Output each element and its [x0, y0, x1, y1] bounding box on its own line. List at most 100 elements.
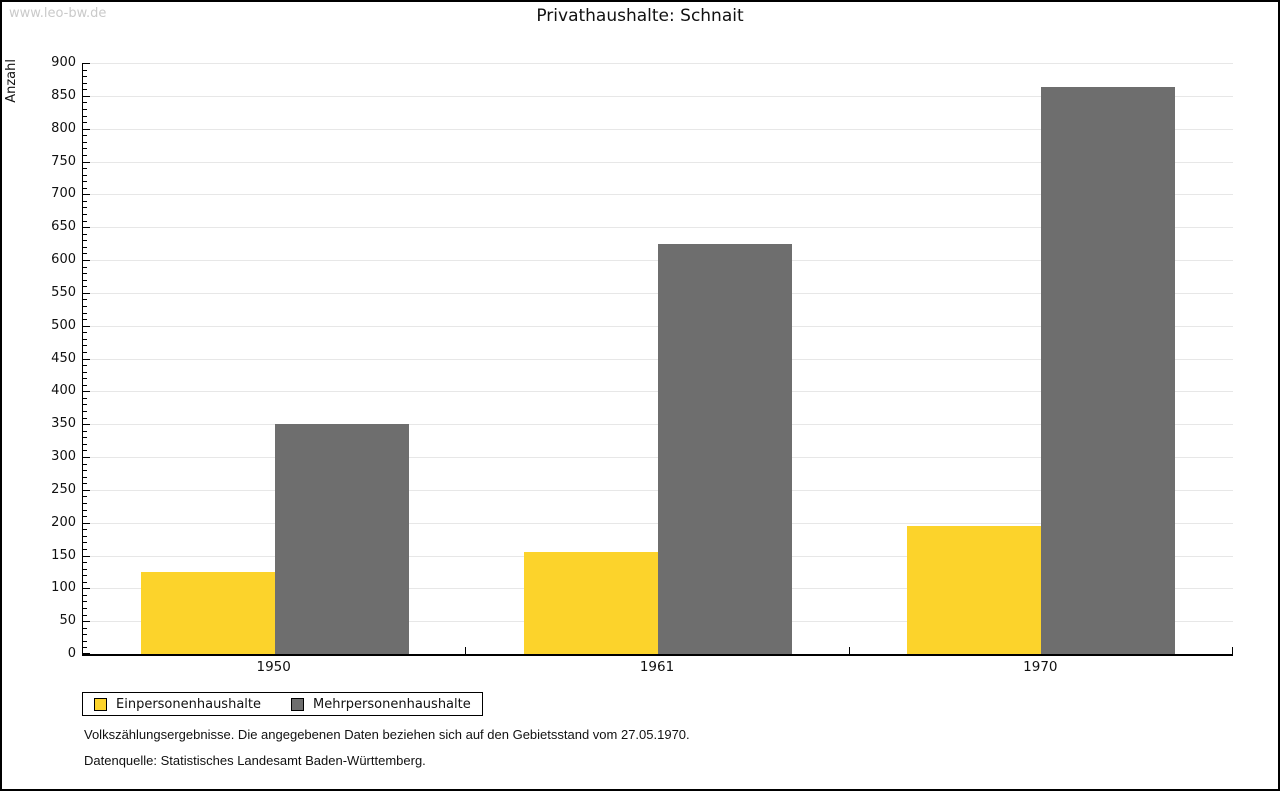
- y-major-tick: [83, 391, 90, 393]
- y-minor-tick: [83, 89, 87, 91]
- y-major-tick: [83, 292, 90, 294]
- y-minor-tick: [83, 246, 87, 248]
- y-minor-tick: [83, 548, 87, 550]
- y-tick-label-200: 200: [51, 514, 76, 530]
- y-minor-tick: [83, 207, 87, 209]
- gridline-800: [83, 128, 1233, 130]
- y-tick-label-350: 350: [51, 416, 76, 432]
- y-minor-tick: [83, 542, 87, 544]
- y-minor-tick: [83, 384, 87, 386]
- y-minor-tick: [83, 562, 87, 564]
- y-minor-tick: [83, 443, 87, 445]
- y-minor-tick: [83, 168, 87, 170]
- gridline-850: [83, 95, 1233, 97]
- y-minor-tick: [83, 608, 87, 610]
- y-minor-tick: [83, 319, 87, 321]
- y-tick-label-650: 650: [51, 219, 76, 235]
- y-minor-tick: [83, 430, 87, 432]
- chart-title: Privathaushalte: Schnait: [536, 6, 744, 26]
- y-major-tick: [83, 161, 90, 163]
- y-minor-tick: [83, 496, 87, 498]
- y-minor-tick: [83, 463, 87, 465]
- y-minor-tick: [83, 502, 87, 504]
- y-minor-tick: [83, 575, 87, 577]
- legend: Einpersonenhaushalte Mehrpersonenhaushal…: [82, 692, 483, 716]
- gridline-700: [83, 194, 1233, 196]
- y-minor-tick: [83, 266, 87, 268]
- y-minor-tick: [83, 174, 87, 176]
- y-minor-tick: [83, 135, 87, 137]
- bar-1970-mehrpersonen: [1041, 87, 1176, 654]
- x-tick-label-1970: 1970: [1023, 659, 1058, 675]
- legend-label-einpersonenhaushalte: Einpersonenhaushalte: [116, 696, 261, 712]
- legend-item-mehrpersonenhaushalte: Mehrpersonenhaushalte: [291, 697, 471, 712]
- y-tick-label-450: 450: [51, 350, 76, 366]
- y-major-tick: [83, 489, 90, 491]
- y-minor-tick: [83, 614, 87, 616]
- y-minor-tick: [83, 411, 87, 413]
- legend-swatch-einpersonenhaushalte: [94, 697, 107, 711]
- y-minor-tick: [83, 437, 87, 439]
- y-minor-tick: [83, 181, 87, 183]
- y-tick-label-150: 150: [51, 547, 76, 563]
- y-tick-label-50: 50: [59, 613, 76, 629]
- y-minor-tick: [83, 594, 87, 596]
- y-minor-tick: [83, 312, 87, 314]
- y-minor-tick: [83, 483, 87, 485]
- y-minor-tick: [83, 122, 87, 124]
- y-major-tick: [83, 260, 90, 261]
- footnote-source-note: Volkszählungsergebnisse. Die angegebenen…: [84, 727, 690, 742]
- watermark: www.leo-bw.de: [9, 6, 107, 21]
- y-minor-tick: [83, 345, 87, 347]
- bar-1970-einpersonen: [907, 526, 1042, 654]
- y-tick-label-0: 0: [67, 646, 76, 661]
- x-axis-tick: [1232, 647, 1233, 654]
- y-tick-label-550: 550: [51, 284, 76, 300]
- y-axis-labels: 0 50 100 150 200 250 300 350 400 450 500 550 600 650 7…: [2, 55, 76, 661]
- y-minor-tick: [83, 115, 87, 117]
- legend-swatch-mehrpersonenhaushalte: [291, 697, 304, 711]
- y-tick-label-250: 250: [51, 481, 76, 497]
- gridline-650: [83, 227, 1233, 229]
- y-major-tick: [83, 621, 90, 623]
- y-minor-tick: [83, 627, 87, 629]
- y-tick-label-900: 900: [51, 55, 76, 70]
- plot-area: [82, 63, 1233, 656]
- x-axis-tick: [465, 647, 466, 654]
- y-minor-tick: [83, 404, 87, 406]
- y-minor-tick: [83, 187, 87, 189]
- y-minor-tick: [83, 305, 87, 307]
- y-minor-tick: [83, 365, 87, 367]
- gridline-900: [83, 63, 1233, 64]
- y-major-tick: [83, 194, 90, 196]
- x-tick-label-1961: 1961: [639, 659, 675, 675]
- y-minor-tick: [83, 82, 87, 84]
- y-major-tick: [83, 588, 90, 590]
- y-minor-tick: [83, 516, 87, 518]
- y-minor-tick: [83, 299, 87, 301]
- y-minor-tick: [83, 568, 87, 570]
- legend-label-mehrpersonenhaushalte: Mehrpersonenhaushalte: [313, 696, 471, 712]
- y-minor-tick: [83, 371, 87, 373]
- y-major-tick: [83, 653, 90, 654]
- y-minor-tick: [83, 535, 87, 537]
- y-major-tick: [83, 424, 90, 426]
- y-minor-tick: [83, 148, 87, 150]
- y-minor-tick: [83, 338, 87, 340]
- y-major-tick: [83, 522, 90, 524]
- y-minor-tick: [83, 397, 87, 399]
- y-minor-tick: [83, 108, 87, 110]
- y-minor-tick: [83, 279, 87, 281]
- y-major-tick: [83, 325, 90, 327]
- y-minor-tick: [83, 69, 87, 71]
- y-minor-tick: [83, 233, 87, 235]
- y-minor-tick: [83, 76, 87, 78]
- y-major-tick: [83, 95, 90, 97]
- y-minor-tick: [83, 286, 87, 288]
- y-tick-label-500: 500: [51, 317, 76, 333]
- y-minor-tick: [83, 253, 87, 255]
- y-minor-tick: [83, 102, 87, 104]
- y-minor-tick: [83, 332, 87, 334]
- y-minor-tick: [83, 220, 87, 222]
- y-minor-tick: [83, 200, 87, 202]
